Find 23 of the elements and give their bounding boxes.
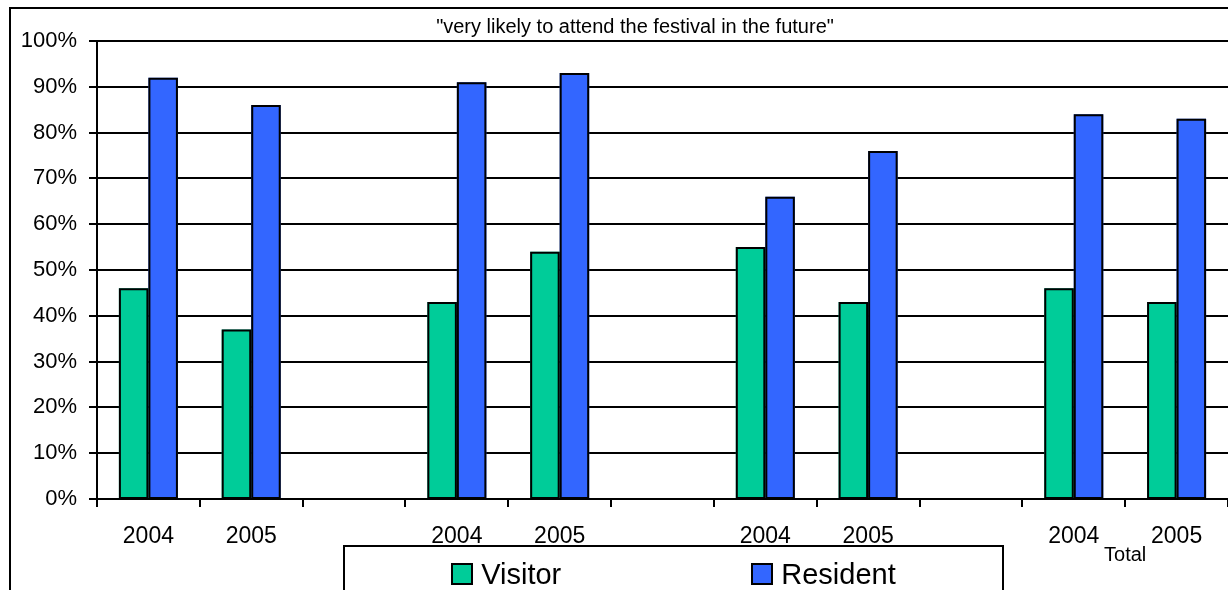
- legend-label: Resident: [781, 557, 896, 590]
- y-tick-label: 70%: [32, 164, 77, 190]
- x-tick-label: 2004: [431, 522, 483, 549]
- y-tick-label: 0%: [45, 485, 77, 511]
- y-tick-label: 80%: [32, 118, 77, 144]
- legend-label: Visitor: [481, 557, 562, 590]
- chart-title: "very likely to attend the festival in the future": [435, 14, 835, 38]
- text: Total: [1104, 542, 1147, 565]
- x-tick-label: 2004: [739, 522, 792, 549]
- y-tick-label: 50%: [32, 256, 77, 282]
- y-tick-label: 10%: [32, 439, 77, 465]
- x-tick-label: 2004: [1048, 522, 1100, 549]
- y-tick-label: 100%: [20, 27, 77, 53]
- y-tick-label: 60%: [32, 210, 77, 236]
- y-tick-label: 40%: [32, 301, 77, 327]
- x-tick-label: 2004: [122, 522, 175, 549]
- y-tick-label: 30%: [32, 347, 77, 373]
- x-tick-label: 2005: [1151, 522, 1203, 549]
- x-tick-label: 2005: [842, 522, 894, 549]
- y-tick-label: 20%: [32, 393, 77, 419]
- x-tick-label: 2005: [225, 522, 277, 549]
- y-tick-label: 90%: [32, 72, 77, 98]
- x-tick-label: 2005: [534, 522, 586, 549]
